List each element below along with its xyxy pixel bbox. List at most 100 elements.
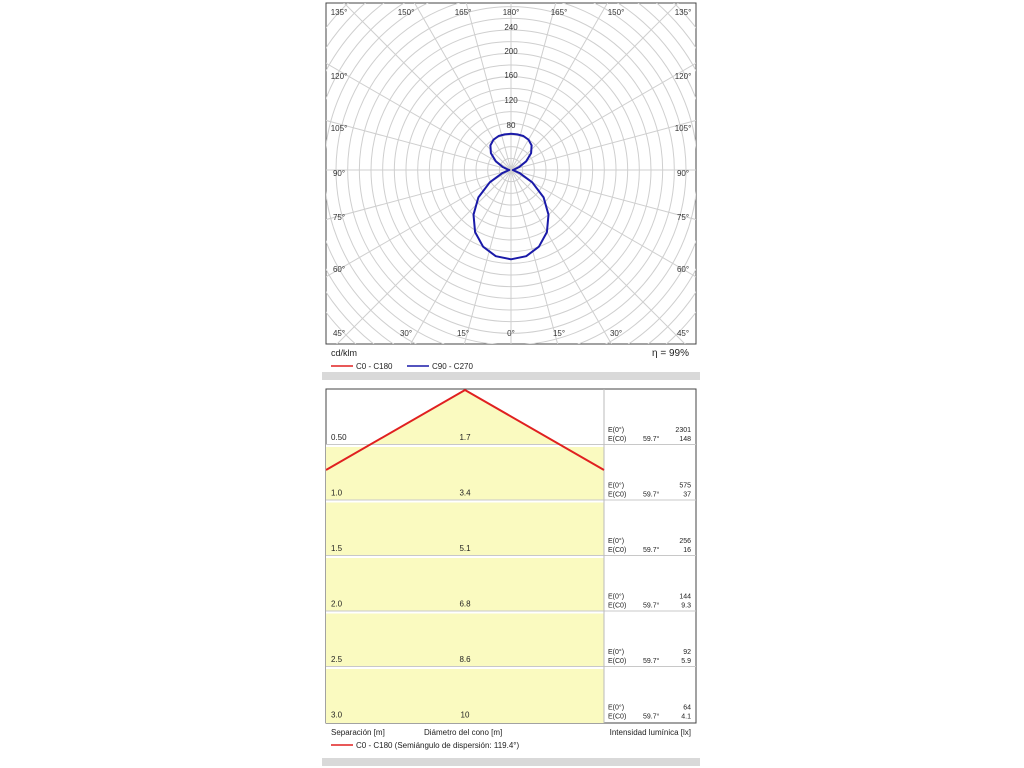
polar-grid-spoke [510, 3, 608, 171]
polar-grid-spoke [336, 169, 512, 344]
polar-labels: 135° 150° 165° 180° 165° 150° 135° 45° 30° 15° 0° 1… [331, 8, 692, 338]
cone-diagram-panel: 0.50 1.7 E(0°) 2301 E(C0) 59.7° 148 1.0 3.4 E(0°)… [325, 388, 697, 768]
bottom-bar [322, 758, 700, 766]
polar-side-angle-label-left: 60° [333, 265, 345, 274]
cone-separation-value: 1.5 [331, 544, 343, 553]
illuminance-ec0-value: 37 [683, 492, 691, 499]
polar-side-angle-label-right: 90° [677, 169, 689, 178]
polar-radial-tick-label: 160 [504, 71, 518, 80]
polar-side-angle-label-left: 105° [331, 124, 348, 133]
illuminance-ec0-label: E(C0) [608, 658, 626, 665]
polar-bottom-angle-label: 0° [507, 329, 515, 338]
polar-grid-spoke [510, 62, 696, 171]
polar-grid-spoke [510, 169, 559, 344]
polar-grid-spoke [414, 3, 512, 171]
illuminance-angle-value: 59.7° [643, 713, 660, 721]
polar-efficiency-label: η = 99% [652, 348, 689, 359]
illuminance-e0-value: 64 [683, 705, 691, 712]
cone-legend-label: C0 - C180 (Semiángulo de dispersión: 119… [356, 741, 519, 750]
illuminance-e0-label: E(0°) [608, 426, 624, 434]
polar-bottom-angle-label: 30° [400, 329, 412, 338]
illuminance-ec0-label: E(C0) [608, 603, 626, 610]
illuminance-e0-label: E(0°) [608, 537, 624, 545]
polar-bottom-angle-label: 45° [677, 329, 689, 338]
polar-unit-label: cd/klm [331, 348, 357, 358]
polar-grid-spoke [510, 3, 557, 171]
polar-radial-tick-label: 120 [504, 96, 518, 105]
footer-separation-label: Separación [m] [331, 728, 385, 737]
polar-top-angle-label: 165° [455, 8, 472, 17]
polar-bottom-angle-label: 30° [610, 329, 622, 338]
polar-grid-spoke [510, 3, 679, 171]
illuminance-ec0-value: 4.1 [681, 714, 691, 721]
polar-side-angle-label-right: 60° [677, 265, 689, 274]
polar-side-angle-label-right: 75° [677, 213, 689, 222]
polar-bottom-angle-label: 15° [553, 329, 565, 338]
polar-top-angle-label: 150° [608, 8, 625, 17]
polar-legend: C0 - C180 C90 - C270 [331, 362, 473, 371]
illuminance-e0-value: 144 [679, 594, 691, 601]
polar-top-angle-label: 180° [503, 8, 520, 17]
cone-fill-top [326, 390, 604, 470]
cone-diameter-value: 10 [461, 711, 470, 720]
illuminance-e0-value: 2301 [675, 427, 691, 434]
footer-diameter-label: Diámetro del cono [m] [424, 728, 502, 737]
illuminance-e0-label: E(0°) [608, 482, 624, 490]
illuminance-e0-label: E(0°) [608, 704, 624, 712]
illuminance-ec0-value: 5.9 [681, 658, 691, 665]
polar-curve-c90-c270 [472, 132, 550, 261]
cone-diameter-value: 8.6 [459, 655, 471, 664]
polar-grid-spoke [510, 169, 686, 344]
illuminance-ec0-label: E(C0) [608, 547, 626, 554]
cone-separation-value: 0.50 [331, 433, 347, 442]
polar-curves [472, 132, 550, 261]
illuminance-e0-value: 256 [679, 538, 691, 545]
illuminance-ec0-value: 9.3 [681, 603, 691, 610]
illuminance-ec0-label: E(C0) [608, 492, 626, 499]
cone-body: 0.50 1.7 E(0°) 2301 E(C0) 59.7° 148 1.0 3.4 E(0°)… [325, 388, 696, 723]
illuminance-e0-value: 92 [683, 649, 691, 656]
cone-diagram: 0.50 1.7 E(0°) 2301 E(C0) 59.7° 148 1.0 3.4 E(0°)… [325, 388, 697, 750]
polar-grid [326, 3, 696, 344]
illuminance-ec0-value: 16 [683, 547, 691, 554]
illuminance-ec0-label: E(C0) [608, 714, 626, 721]
polar-radial-tick-label: 200 [504, 47, 518, 56]
polar-grid-spoke [409, 169, 512, 344]
illuminance-e0-label: E(0°) [608, 593, 624, 601]
polar-grid-spoke [510, 169, 696, 278]
cone-diameter-value: 6.8 [459, 600, 471, 609]
cone-diameter-value: 5.1 [459, 544, 471, 553]
polar-top-angle-label: 135° [675, 8, 692, 17]
legend-label-c90-c270: C90 - C270 [432, 362, 473, 371]
polar-grid-spoke [326, 62, 512, 171]
illuminance-angle-value: 59.7° [643, 435, 660, 443]
polar-grid-spoke [343, 3, 512, 171]
polar-top-angle-label: 135° [331, 8, 348, 17]
polar-side-angle-label-left: 75° [333, 213, 345, 222]
polar-side-angle-label-left: 90° [333, 169, 345, 178]
polar-side-angle-label-left: 120° [331, 72, 348, 81]
polar-radial-tick-label: 80 [507, 121, 516, 130]
polar-bottom-angle-label: 45° [333, 329, 345, 338]
polar-grid-spoke [510, 119, 696, 171]
polar-grid-spoke [326, 169, 512, 278]
polar-radial-tick-label: 240 [504, 23, 518, 32]
cone-diameter-value: 3.4 [459, 489, 471, 498]
cone-separation-value: 2.5 [331, 655, 343, 664]
polar-side-angle-label-right: 120° [675, 72, 692, 81]
polar-grid-spoke [326, 119, 512, 171]
polar-top-angle-label: 165° [551, 8, 568, 17]
polar-top-angle-label: 150° [398, 8, 415, 17]
illuminance-angle-value: 59.7° [643, 602, 660, 610]
separator-bar [322, 372, 700, 380]
illuminance-angle-value: 59.7° [643, 657, 660, 665]
cone-fill-body [326, 444, 604, 723]
cone-separation-value: 1.0 [331, 489, 343, 498]
polar-chart-panel: 135° 150° 165° 180° 165° 150° 135° 45° 30° 15° 0° 1… [325, 2, 697, 380]
cone-outline-c0-c180 [325, 388, 605, 471]
legend-label-c0-c180: C0 - C180 [356, 362, 393, 371]
polar-side-angle-label-right: 105° [675, 124, 692, 133]
cone-diameter-value: 1.7 [459, 433, 471, 442]
illuminance-e0-label: E(0°) [608, 648, 624, 656]
polar-bottom-angle-label: 15° [457, 329, 469, 338]
